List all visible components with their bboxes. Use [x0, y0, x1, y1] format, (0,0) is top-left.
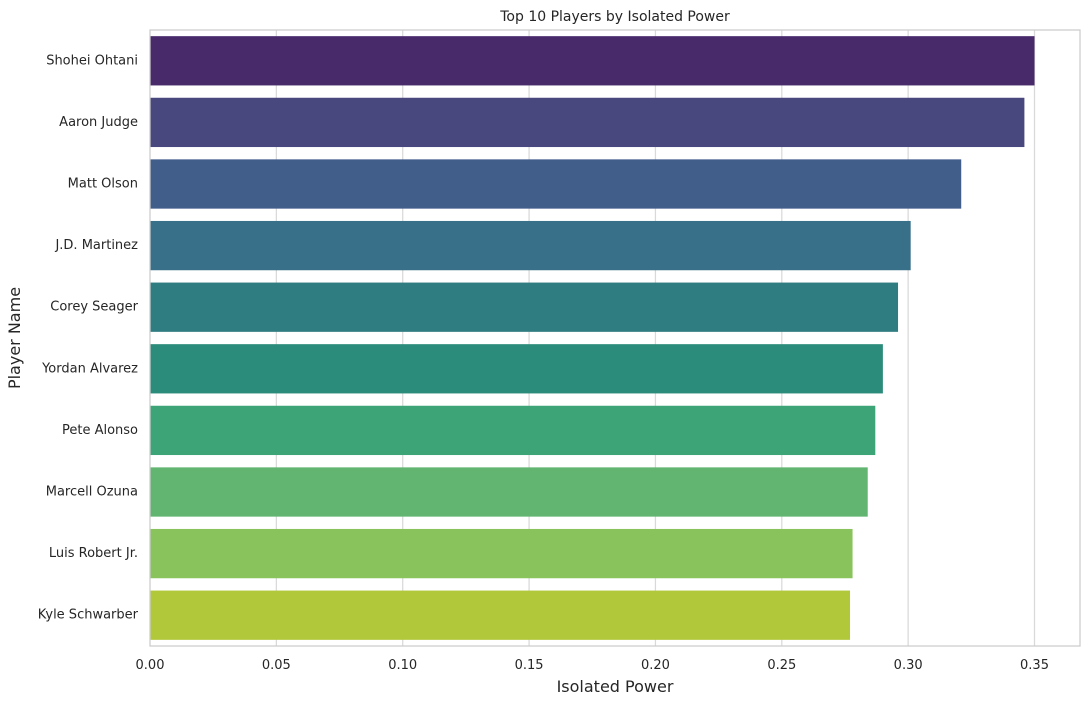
y-tick-label: Pete Alonso: [62, 423, 138, 438]
y-tick-label: Luis Robert Jr.: [49, 546, 138, 561]
x-axis-label: Isolated Power: [557, 677, 674, 696]
bar: [150, 282, 899, 332]
bar: [150, 97, 1025, 148]
y-tick-label: Kyle Schwarber: [38, 608, 139, 623]
y-axis-label: Player Name: [5, 287, 24, 389]
bar: [150, 528, 853, 579]
y-tick-label: Yordan Alvarez: [41, 361, 138, 376]
bar: [150, 159, 962, 209]
x-tick-label: 0.00: [136, 658, 165, 673]
x-tick-label: 0.15: [515, 658, 544, 673]
x-tick-label: 0.30: [894, 658, 923, 673]
x-tick-label: 0.25: [767, 658, 796, 673]
plot-frame: [149, 29, 1081, 647]
y-tick-label: Aaron Judge: [59, 115, 138, 130]
bar: [150, 467, 868, 517]
x-tick-label: 0.05: [262, 658, 291, 673]
bar: [150, 36, 1035, 86]
bar: [150, 344, 883, 394]
x-tick-label: 0.10: [388, 658, 417, 673]
bar: [150, 405, 876, 456]
x-tick-label: 0.35: [1020, 658, 1049, 673]
y-tick-label: Matt Olson: [68, 177, 138, 192]
y-tick-label: Marcell Ozuna: [46, 485, 138, 500]
y-tick-label: J.D. Martinez: [54, 238, 138, 253]
bar: [150, 590, 851, 640]
y-tick-labels: Shohei Ohtani Aaron Judge Matt Olson J.D. M…: [38, 53, 139, 622]
y-tick-label: Shohei Ohtani: [46, 53, 138, 68]
y-tick-label: Corey Seager: [50, 300, 138, 315]
chart-title: Top 10 Players by Isolated Power: [499, 9, 730, 25]
bars: [150, 36, 1035, 640]
bar: [150, 220, 911, 271]
x-tick-label: 0.20: [641, 658, 670, 673]
x-tick-labels: 0.00 0.05 0.10 0.15 0.20 0.25 0.30 0.35: [136, 658, 1049, 673]
